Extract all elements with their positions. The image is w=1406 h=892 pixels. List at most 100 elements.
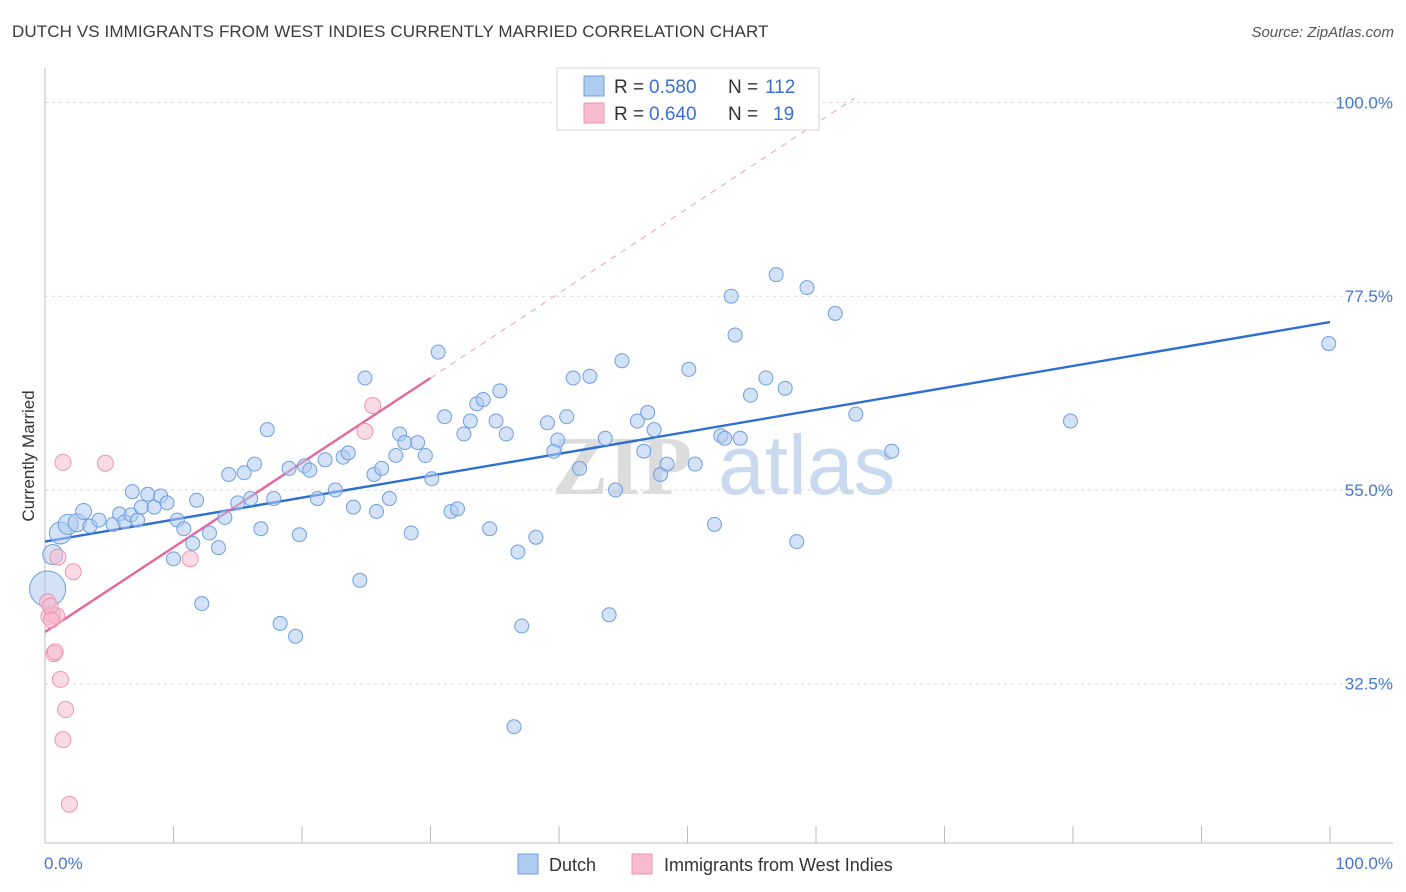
point-dutch xyxy=(91,512,107,528)
point-dutch xyxy=(243,491,259,507)
x-tick-label-max: 100.0% xyxy=(1335,854,1393,873)
y-axis-title: Currently Married xyxy=(19,390,38,521)
point-dutch xyxy=(506,719,522,735)
point-dutch xyxy=(1062,413,1078,429)
point-dutch xyxy=(884,443,900,459)
point-west-indies xyxy=(57,701,75,719)
point-dutch xyxy=(130,512,146,528)
point-dutch xyxy=(608,482,624,498)
point-dutch xyxy=(1321,336,1337,352)
stats-r-label-west-indies: R = xyxy=(614,104,644,125)
point-dutch xyxy=(185,535,201,551)
point-west-indies xyxy=(60,795,78,813)
stats-swatch-dutch xyxy=(583,75,605,97)
point-dutch xyxy=(259,422,275,438)
x-tick-label-min: 0.0% xyxy=(44,854,83,873)
stats-n-value-dutch: 112 xyxy=(765,77,795,98)
point-dutch xyxy=(528,529,544,545)
point-dutch xyxy=(352,572,368,588)
point-dutch xyxy=(253,521,269,537)
point-dutch xyxy=(597,430,613,446)
series-legend: Dutch Immigrants from West Indies xyxy=(517,853,893,875)
point-west-indies xyxy=(181,550,199,568)
point-dutch xyxy=(166,551,181,567)
point-dutch xyxy=(742,387,758,403)
point-dutch xyxy=(732,430,748,446)
point-dutch xyxy=(159,495,175,511)
point-dutch xyxy=(236,465,252,481)
point-dutch xyxy=(230,495,246,511)
point-west-indies xyxy=(49,548,67,566)
point-dutch xyxy=(309,491,325,507)
point-dutch xyxy=(176,521,192,537)
stats-r-value-west-indies: 0.640 xyxy=(649,104,697,125)
point-west-indies xyxy=(42,611,60,629)
point-dutch xyxy=(397,435,413,451)
gridlines xyxy=(45,101,1393,685)
stats-legend: R = 0.580 N = 112 R = 0.640 N = 19 xyxy=(556,67,820,131)
trend-extension-1 xyxy=(430,97,855,379)
stats-r-value-dutch: 0.580 xyxy=(649,77,697,98)
legend-label-dutch: Dutch xyxy=(549,855,596,875)
point-dutch xyxy=(681,361,697,377)
axes xyxy=(44,68,1393,844)
point-dutch xyxy=(636,443,652,459)
point-dutch xyxy=(777,380,793,396)
point-dutch xyxy=(572,460,588,476)
point-west-indies xyxy=(46,643,64,661)
point-dutch xyxy=(288,628,304,644)
point-dutch xyxy=(514,618,530,634)
legend-swatch-dutch xyxy=(517,853,539,875)
point-dutch xyxy=(706,516,722,532)
point-dutch xyxy=(281,460,297,476)
point-dutch xyxy=(659,456,675,472)
chart-title: DUTCH VS IMMIGRANTS FROM WEST INDIES CUR… xyxy=(12,22,769,41)
point-dutch xyxy=(723,288,739,304)
point-dutch xyxy=(124,484,140,500)
y-tick-label: 32.5% xyxy=(1345,675,1393,694)
point-dutch xyxy=(410,435,426,451)
point-dutch xyxy=(317,452,333,468)
y-tick-label: 100.0% xyxy=(1335,93,1393,112)
point-dutch xyxy=(327,482,343,498)
point-dutch xyxy=(272,615,288,631)
point-west-indies xyxy=(51,670,69,688)
point-dutch xyxy=(133,499,149,515)
point-dutch xyxy=(456,426,472,442)
point-dutch xyxy=(201,525,217,541)
point-dutch xyxy=(768,267,784,283)
point-dutch xyxy=(799,280,815,296)
stats-n-label-west-indies: N = xyxy=(728,104,758,125)
point-dutch xyxy=(565,370,581,386)
point-dutch xyxy=(510,544,526,560)
legend-swatch-west-indies xyxy=(631,853,653,875)
point-dutch xyxy=(403,525,419,541)
point-dutch xyxy=(340,445,356,461)
point-dutch xyxy=(717,430,733,446)
point-dutch xyxy=(291,527,307,543)
y-tick-label: 77.5% xyxy=(1345,287,1393,306)
point-west-indies xyxy=(64,563,82,581)
y-tick-label: 55.0% xyxy=(1345,481,1393,500)
point-west-indies xyxy=(54,731,72,749)
point-dutch xyxy=(302,462,318,478)
point-dutch xyxy=(475,392,491,408)
point-dutch xyxy=(827,305,843,321)
point-dutch xyxy=(246,456,262,472)
legend-label-west-indies: Immigrants from West Indies xyxy=(664,855,893,875)
point-dutch xyxy=(498,426,514,442)
data-points xyxy=(29,267,1337,813)
source-note: Source: ZipAtlas.com xyxy=(1251,24,1394,41)
point-dutch xyxy=(345,499,361,515)
point-dutch xyxy=(388,448,404,463)
point-dutch xyxy=(482,521,498,537)
point-west-indies xyxy=(96,454,114,472)
point-west-indies xyxy=(356,422,374,440)
point-dutch xyxy=(539,415,555,431)
point-dutch xyxy=(417,448,433,463)
watermark-atlas: atlas xyxy=(718,418,895,512)
point-dutch xyxy=(140,486,156,502)
point-dutch xyxy=(727,327,743,343)
point-west-indies xyxy=(54,453,72,471)
